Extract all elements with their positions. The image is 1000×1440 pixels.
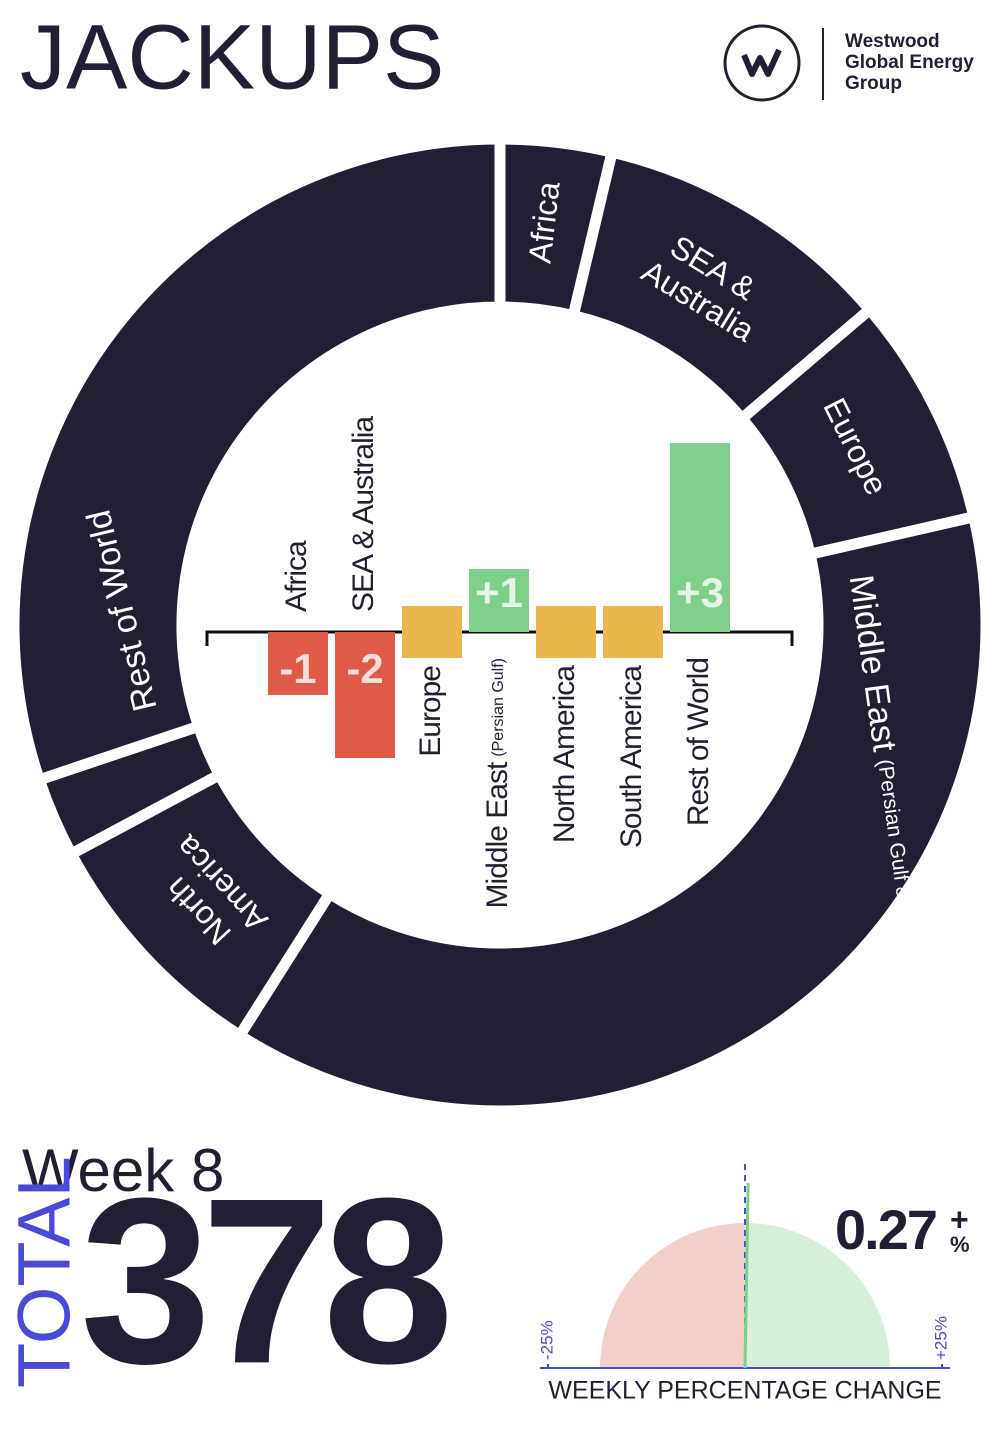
bar-value-label: -1	[279, 645, 316, 692]
bar-value-label: +3	[676, 569, 724, 616]
gauge-value: 0.27	[835, 1198, 936, 1261]
bar-category-text: Africa	[280, 540, 313, 612]
bar-category-text: South America	[615, 665, 648, 848]
total-label: TOTAL	[3, 1156, 86, 1388]
bar	[402, 606, 462, 658]
bar-category-label: North America	[548, 665, 581, 843]
bar-category-text: North America	[548, 665, 581, 843]
gauge-needle	[743, 1183, 750, 1369]
gauge-tick-label: -25%	[537, 1320, 556, 1360]
bar	[603, 606, 663, 658]
logo-text: Global Energy	[845, 52, 974, 73]
bar-category-label: Africa	[280, 540, 313, 612]
logo-circle	[723, 24, 801, 102]
logo: Westwood Global Energy Group	[723, 24, 974, 102]
bar-category-text: SEA & Australia	[347, 416, 380, 612]
gauge-positive	[745, 1223, 890, 1368]
bar	[268, 632, 328, 695]
gauge-tick-label: +25%	[931, 1316, 950, 1360]
logo-text: Westwood	[845, 31, 940, 52]
gauge-negative	[600, 1223, 745, 1368]
bar-category-text: Rest of World	[682, 658, 715, 826]
logo-text: Group	[845, 73, 902, 94]
bar-category-label: Middle East (Persian Gulf)	[481, 658, 514, 908]
bar-category-text: Middle East	[481, 761, 514, 908]
page-title: JACKUPS	[20, 6, 444, 108]
bar-category-label: SEA & Australia	[347, 416, 380, 612]
bar	[469, 569, 529, 632]
gauge-unit: %	[950, 1232, 970, 1257]
donut-segment	[232, 510, 992, 1117]
total-value: 378	[80, 1149, 447, 1413]
bar	[335, 632, 395, 758]
bar-category-label: Rest of World	[682, 658, 715, 826]
week-label: Week 8	[22, 1137, 224, 1204]
bar-category-text: Europe	[414, 666, 447, 757]
gauge-xlabel: WEEKLY PERCENTAGE CHANGE	[548, 1377, 941, 1405]
bar-category-note: (Persian Gulf)	[490, 658, 507, 757]
bar-category-label: Europe	[414, 666, 447, 757]
bar	[536, 606, 596, 658]
gauge-sign: +	[950, 1201, 969, 1237]
bar-value-label: -2	[346, 645, 383, 692]
bar	[670, 443, 730, 632]
logo-mark	[741, 48, 782, 77]
donut-segment	[8, 133, 506, 787]
bar-category-label: South America	[615, 665, 648, 848]
bar-value-label: +1	[475, 569, 523, 616]
